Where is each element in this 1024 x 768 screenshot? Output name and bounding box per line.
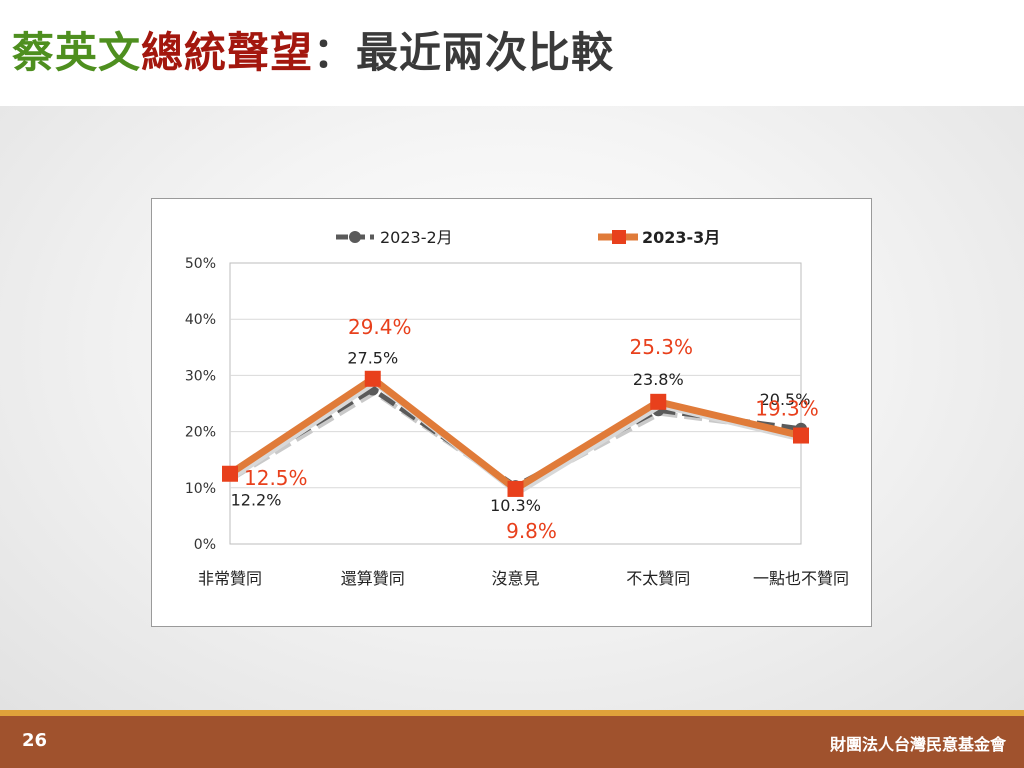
data-label-feb: 20.5% — [760, 390, 811, 409]
x-category-label: 不太贊同 — [626, 569, 690, 588]
y-tick-label: 20% — [185, 425, 216, 441]
y-tick-label: 40% — [185, 312, 216, 328]
data-label-feb: 12.2% — [231, 490, 282, 509]
series-mar-point — [793, 427, 809, 444]
series-feb-line-shadow — [230, 389, 804, 493]
data-label-mar: 12.5% — [244, 466, 308, 490]
y-tick-label: 0% — [194, 537, 216, 553]
page-number: 26 — [22, 730, 48, 751]
footer-stripe — [0, 710, 1024, 716]
data-label-feb: 23.8% — [633, 370, 684, 389]
data-label-mar: 9.8% — [506, 519, 557, 543]
legend-mar-label: 2023-3月 — [642, 228, 720, 247]
organization-name: 財團法人台灣民意基金會 — [829, 735, 1006, 754]
series-mar-point — [507, 480, 524, 497]
data-label-mar: 29.4% — [348, 315, 412, 339]
y-tick-label: 10% — [185, 481, 216, 497]
y-tick-label: 50% — [185, 256, 216, 272]
x-category-label: 非常贊同 — [198, 569, 262, 588]
data-label-feb: 27.5% — [347, 348, 398, 367]
legend-feb-marker — [349, 231, 361, 243]
series-mar-point — [364, 370, 381, 387]
chart-panel: 0% 10% 20% 30% 40% 50% 非常贊同 還算贊同 沒意見 不太贊同 一點也不贊同 12… — [151, 198, 872, 627]
plot-frame — [229, 262, 802, 545]
x-category-label: 還算贊同 — [341, 569, 405, 588]
title-bar: 蔡英文總統聲望：最近兩次比較 — [0, 0, 1024, 106]
series-feb-line — [228, 386, 802, 490]
line-chart: 0% 10% 20% 30% 40% 50% 非常贊同 還算贊同 沒意見 不太贊同 一點也不贊同 12… — [185, 228, 849, 588]
data-label-mar: 25.3% — [629, 335, 693, 359]
footer-bar — [0, 716, 1024, 768]
series-mar-line-shadow — [230, 377, 804, 497]
legend-feb-label: 2023-2月 — [380, 228, 453, 247]
legend-mar-marker — [612, 230, 626, 244]
x-category-label: 一點也不贊同 — [753, 569, 849, 588]
x-category-label: 沒意見 — [491, 569, 539, 588]
series-mar-point — [650, 393, 667, 410]
title-topic: 總統聲望 — [141, 28, 314, 77]
data-label-mar: 19.3% — [755, 397, 819, 421]
y-tick-label: 30% — [185, 368, 216, 384]
slide-title: 蔡英文總統聲望：最近兩次比較 — [12, 28, 614, 78]
title-subtitle: ：最近兩次比較 — [313, 28, 615, 77]
series-mar-point — [222, 465, 238, 482]
data-label-feb: 10.3% — [490, 496, 541, 515]
series-mar-line — [228, 374, 802, 494]
title-name: 蔡英文 — [12, 28, 142, 77]
